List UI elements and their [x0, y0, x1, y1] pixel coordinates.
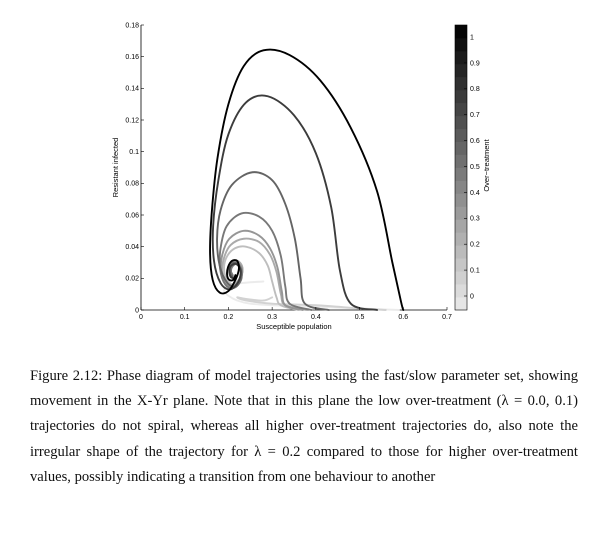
colorbar-tick-label: 0.7 [470, 112, 480, 119]
colorbar-segment [455, 219, 467, 233]
colorbar: 0 0.1 0.2 0.3 0.4 0.5 0.6 0.7 0.8 0.9 1 Over−treat… [454, 24, 491, 311]
y-ticks: 0 0.02 0.04 0.06 0.08 0.1 0.12 0.14 0.16 0.18 [125, 22, 144, 314]
colorbar-segment [455, 115, 467, 130]
colorbar-segment [455, 89, 467, 104]
colorbar-tick-label: 0.9 [470, 60, 480, 67]
colorbar-segment [455, 193, 467, 207]
phase-diagram-chart: 0 0.1 0.2 0.3 0.4 0.5 0.6 0.7 0 0.02 0.04 0.06 0.08… [111, 22, 491, 331]
x-tick-label: 0.2 [224, 314, 234, 321]
y-tick-label: 0.16 [125, 54, 139, 61]
trajectory-lines [209, 48, 405, 311]
colorbar-segment [455, 102, 467, 117]
x-tick-label: 0.7 [442, 314, 452, 321]
y-axis-label: Resistant infected [111, 138, 120, 198]
plot-area: 0 0.1 0.2 0.3 0.4 0.5 0.6 0.7 0 0.02 0.04 0.06 0.08… [111, 22, 452, 331]
y-tick-label: 0 [135, 307, 139, 314]
colorbar-segment [455, 25, 467, 39]
x-tick-label: 0.1 [180, 314, 190, 321]
colorbar-tick-label: 0.8 [470, 86, 480, 93]
colorbar-tick-label: 0.5 [470, 164, 480, 171]
colorbar-segment [455, 76, 467, 91]
phase-diagram-figure: 0 0.1 0.2 0.3 0.4 0.5 0.6 0.7 0 0.02 0.04 0.06 0.08… [111, 22, 491, 331]
colorbar-segment [455, 128, 467, 142]
colorbar-segment [455, 63, 467, 78]
colorbar-ticks: 0 0.1 0.2 0.3 0.4 0.5 0.6 0.7 0.8 0.9 1 [464, 34, 480, 300]
y-tick-label: 0.18 [125, 22, 139, 29]
colorbar-segment [455, 206, 467, 220]
y-tick-label: 0.12 [125, 117, 139, 124]
colorbar-tick-label: 0.4 [470, 190, 480, 197]
colorbar-segment [455, 232, 467, 246]
colorbar-segment [455, 297, 467, 311]
y-tick-label: 0.06 [125, 212, 139, 219]
colorbar-segment [455, 258, 467, 272]
colorbar-segment [455, 141, 467, 155]
colorbar-tick-label: 0.6 [470, 138, 480, 145]
colorbar-segment [455, 271, 467, 285]
colorbar-tick-label: 0 [470, 293, 474, 300]
colorbar-tick-label: 0.3 [470, 216, 480, 223]
x-tick-label: 0 [139, 314, 143, 321]
colorbar-segment [455, 245, 467, 259]
colorbar-tick-label: 0.2 [470, 242, 480, 249]
colorbar-segment [455, 180, 467, 194]
trajectory-line-lambda-0-1 [236, 296, 387, 311]
y-tick-label: 0.1 [129, 149, 139, 156]
y-tick-label: 0.04 [125, 244, 139, 251]
colorbar-tick-label: 1 [470, 34, 474, 41]
y-tick-label: 0.08 [125, 181, 139, 188]
colorbar-segment [455, 167, 467, 181]
x-ticks: 0 0.1 0.2 0.3 0.4 0.5 0.6 0.7 [139, 307, 452, 321]
colorbar-segment [455, 284, 467, 298]
trajectory-line-lambda-1 [209, 48, 405, 311]
trajectory-line-lambda-0-6 [216, 171, 330, 311]
caption-text: Figure 2.12: Phase diagram of model traj… [30, 368, 578, 485]
colorbar-segment [455, 37, 467, 52]
y-tick-label: 0.02 [125, 276, 139, 283]
colorbar-gradient [455, 25, 467, 311]
colorbar-segment [455, 154, 467, 168]
x-axis-label: Susceptible population [256, 322, 331, 331]
colorbar-segment [455, 50, 467, 65]
x-tick-label: 0.6 [398, 314, 408, 321]
y-tick-label: 0.14 [125, 86, 139, 93]
colorbar-frame [454, 24, 468, 311]
x-tick-label: 0.3 [267, 314, 277, 321]
colorbar-label: Over−treatment [482, 138, 491, 191]
figure-caption: Figure 2.12: Phase diagram of model traj… [30, 364, 578, 490]
x-tick-label: 0.4 [311, 314, 321, 321]
colorbar-tick-label: 0.1 [470, 268, 480, 275]
trajectory-line-lambda-0-8 [211, 94, 379, 311]
x-tick-label: 0.5 [355, 314, 365, 321]
